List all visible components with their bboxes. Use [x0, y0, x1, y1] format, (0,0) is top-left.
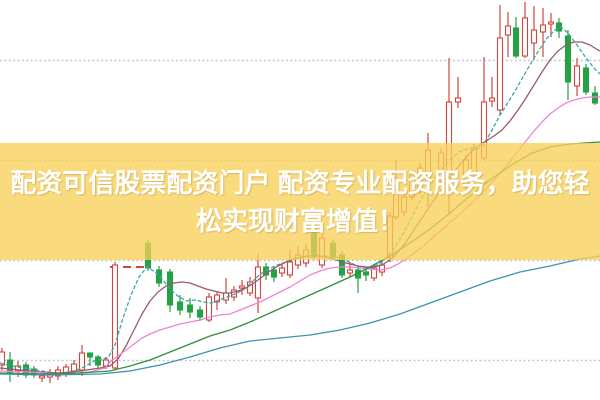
candle-body-up: [539, 24, 547, 33]
candle-body-up: [70, 363, 78, 372]
candle-body-up: [454, 97, 462, 103]
candle-body-down: [362, 271, 370, 276]
candle-body-up: [346, 269, 354, 274]
candle-body-up: [38, 375, 46, 379]
promo-banner-overlay: 配资可信股票配资门户 配资专业配资服务，助您轻 松实现财富增值！: [0, 143, 600, 260]
candle-body-up: [230, 289, 238, 298]
candle-body-up: [488, 97, 496, 102]
candle-body-down: [186, 304, 194, 313]
candle-body-down: [270, 269, 278, 278]
candle-body-down: [564, 35, 572, 83]
candle-body-up: [213, 294, 221, 303]
candle-body-down: [94, 356, 102, 366]
candle-body-up: [111, 264, 119, 369]
candle-body-up: [521, 17, 529, 57]
candle-body-down: [582, 67, 590, 93]
candle-body-up: [547, 21, 555, 25]
candle-body-up: [573, 65, 581, 87]
candle-body-up: [278, 267, 286, 274]
candle-body-up: [0, 351, 6, 366]
candle-body-up: [254, 266, 262, 299]
candle-body-up: [78, 352, 86, 371]
banner-title-line-2: 松实现财富增值！: [195, 205, 404, 236]
ma-line-slowest-blue: [0, 255, 600, 376]
candle-body-down: [591, 92, 599, 104]
candle-body-down: [196, 309, 204, 318]
candle-body-up: [504, 25, 512, 36]
candle-body-down: [512, 27, 520, 57]
candle-body-down: [176, 301, 184, 311]
banner-title-line-1: 配资可信股票配资门户 配资专业配资服务，助您轻: [10, 167, 590, 198]
candle-body-down: [86, 352, 94, 358]
candle-body-up: [286, 261, 294, 276]
candle-body-up: [205, 296, 213, 321]
candle-body-up: [530, 29, 538, 44]
candle-body-up: [496, 37, 504, 111]
candle-body-up: [238, 285, 246, 289]
candle-body-up: [370, 267, 378, 279]
candle-body-down: [155, 269, 163, 284]
